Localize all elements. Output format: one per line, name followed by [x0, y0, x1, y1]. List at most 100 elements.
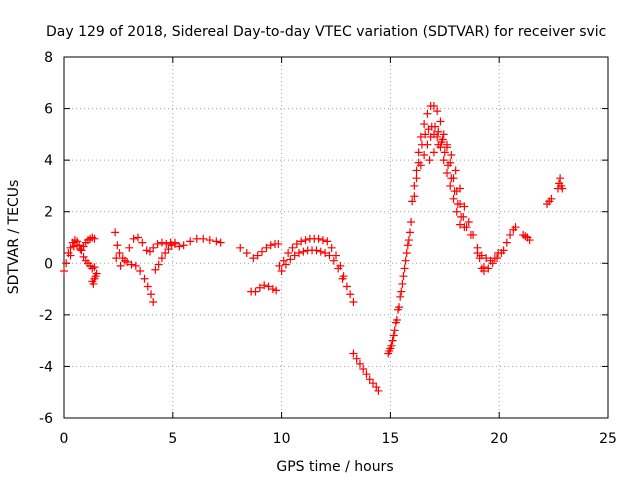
data-point: [133, 233, 142, 242]
data-point: [453, 199, 462, 208]
data-point: [60, 267, 68, 276]
data-point: [199, 234, 208, 243]
series-arc-d1: [275, 234, 358, 306]
data-point: [429, 148, 438, 157]
data-point: [399, 272, 408, 281]
data-point: [438, 135, 447, 144]
data-point: [389, 331, 398, 340]
data-point: [260, 281, 269, 290]
series-arc-g2: [479, 248, 506, 273]
series-arc-j1: [553, 174, 567, 193]
data-point: [447, 150, 456, 159]
data-point: [338, 274, 347, 283]
y-tick-label: 4: [44, 153, 53, 169]
data-point: [479, 263, 488, 272]
series-arc-f2: [410, 122, 469, 232]
series-arc-b3: [151, 238, 179, 274]
data-point: [410, 192, 419, 201]
data-point: [255, 283, 264, 292]
data-point: [125, 243, 134, 252]
data-point: [325, 251, 334, 260]
data-point: [349, 349, 358, 358]
data-point: [90, 263, 99, 272]
x-axis-title: GPS time / hours: [276, 459, 393, 475]
data-point: [274, 239, 283, 248]
data-point: [525, 236, 534, 245]
series-arc-h1: [519, 230, 534, 245]
data-point: [433, 132, 442, 141]
data-point: [212, 237, 221, 246]
data-point: [149, 297, 158, 306]
data-point: [502, 238, 511, 247]
data-point: [277, 267, 286, 276]
data-point: [352, 354, 361, 363]
data-point: [412, 166, 421, 175]
data-point: [390, 326, 399, 335]
data-point: [266, 241, 275, 250]
data-point: [511, 223, 520, 232]
data-point: [143, 282, 152, 291]
x-tick-label: 15: [381, 431, 399, 447]
data-point: [62, 259, 71, 268]
data-point: [499, 246, 508, 255]
data-point: [362, 370, 371, 379]
data-point: [400, 264, 409, 273]
data-point: [442, 140, 451, 149]
data-point: [488, 259, 497, 268]
data-point: [249, 254, 258, 263]
data-point: [416, 161, 425, 170]
data-point: [286, 255, 295, 264]
data-point: [138, 238, 147, 247]
plot-area: [63, 56, 609, 419]
data-point: [394, 305, 403, 314]
data-point: [440, 148, 449, 157]
data-point: [398, 279, 407, 288]
data-point: [323, 237, 332, 246]
data-point: [236, 243, 245, 252]
data-point: [423, 109, 432, 118]
data-point: [299, 247, 308, 256]
data-point: [329, 256, 338, 265]
data-point: [162, 239, 171, 248]
data-point: [374, 386, 383, 395]
series-arc-e1: [349, 349, 383, 395]
data-point: [77, 246, 86, 255]
data-point: [140, 274, 149, 283]
data-point: [89, 279, 98, 288]
data-point: [120, 256, 129, 265]
data-point: [251, 287, 260, 296]
data-point: [506, 230, 515, 239]
data-point: [113, 241, 122, 250]
data-point: [434, 140, 443, 149]
data-point: [456, 184, 465, 193]
data-point: [131, 261, 140, 270]
data-point: [179, 241, 188, 250]
y-tick-label: -2: [39, 308, 53, 324]
data-point: [147, 290, 156, 299]
series-arc-a2: [66, 241, 99, 273]
x-tick-label: 10: [273, 431, 291, 447]
data-point: [342, 282, 351, 291]
data-point: [451, 166, 460, 175]
data-point: [403, 241, 412, 250]
data-point: [420, 150, 429, 159]
data-point: [456, 220, 465, 229]
data-point: [423, 140, 432, 149]
data-point: [318, 236, 327, 245]
data-point: [136, 267, 145, 276]
data-point: [547, 194, 556, 203]
series-arc-d2: [277, 246, 347, 283]
data-point: [493, 254, 502, 263]
data-point: [258, 247, 267, 256]
data-point: [116, 261, 125, 270]
data-point: [482, 254, 491, 263]
data-point: [416, 132, 425, 141]
data-point: [288, 243, 297, 252]
data-point: [556, 174, 565, 183]
y-tick-label: 6: [44, 102, 53, 118]
data-point: [433, 107, 442, 116]
data-point: [292, 239, 301, 248]
data-point: [421, 130, 430, 139]
data-point: [442, 169, 451, 178]
data-point: [90, 234, 99, 243]
